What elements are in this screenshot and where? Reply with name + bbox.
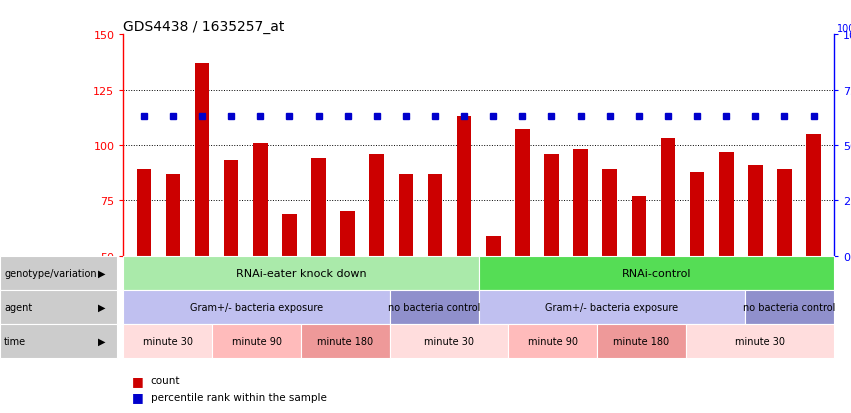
Text: genotype/variation: genotype/variation (4, 268, 97, 278)
Text: count: count (151, 375, 180, 385)
Bar (486, 236, 500, 256)
Text: ■: ■ (132, 374, 144, 387)
Text: agent: agent (4, 302, 32, 312)
Bar (515, 130, 529, 256)
Text: 100%: 100% (837, 24, 851, 34)
Bar (603, 170, 617, 256)
Text: RNAi-control: RNAi-control (621, 268, 691, 278)
Text: percentile rank within the sample: percentile rank within the sample (151, 392, 327, 402)
Bar (544, 154, 559, 256)
Text: no bacteria control: no bacteria control (388, 302, 481, 312)
Text: minute 30: minute 30 (143, 336, 193, 346)
Bar (777, 170, 791, 256)
Text: minute 180: minute 180 (317, 336, 374, 346)
Bar (136, 170, 151, 256)
Bar (398, 174, 414, 256)
Bar (195, 64, 209, 256)
Bar (428, 174, 443, 256)
Bar (690, 172, 705, 256)
Text: minute 180: minute 180 (614, 336, 670, 346)
Bar (457, 117, 471, 256)
Text: no bacteria control: no bacteria control (744, 302, 836, 312)
Text: Gram+/- bacteria exposure: Gram+/- bacteria exposure (545, 302, 678, 312)
Bar (224, 161, 238, 256)
Bar (574, 150, 588, 256)
Bar (660, 139, 675, 256)
Text: ▶: ▶ (99, 302, 106, 312)
Bar (806, 135, 821, 256)
Text: Gram+/- bacteria exposure: Gram+/- bacteria exposure (190, 302, 323, 312)
Text: minute 90: minute 90 (231, 336, 282, 346)
Text: RNAi-eater knock down: RNAi-eater knock down (236, 268, 366, 278)
Bar (166, 174, 180, 256)
Text: minute 90: minute 90 (528, 336, 578, 346)
Bar (311, 159, 326, 256)
Text: ■: ■ (132, 390, 144, 404)
Bar (340, 212, 355, 256)
Text: ▶: ▶ (99, 268, 106, 278)
Bar (719, 152, 734, 256)
Text: minute 30: minute 30 (735, 336, 785, 346)
Bar (631, 197, 646, 256)
Bar (369, 154, 384, 256)
Bar (283, 214, 297, 256)
Bar (748, 166, 762, 256)
Text: GDS4438 / 1635257_at: GDS4438 / 1635257_at (123, 20, 285, 34)
Bar (253, 143, 267, 256)
Text: time: time (4, 336, 26, 346)
Text: minute 30: minute 30 (424, 336, 474, 346)
Text: ▶: ▶ (99, 336, 106, 346)
